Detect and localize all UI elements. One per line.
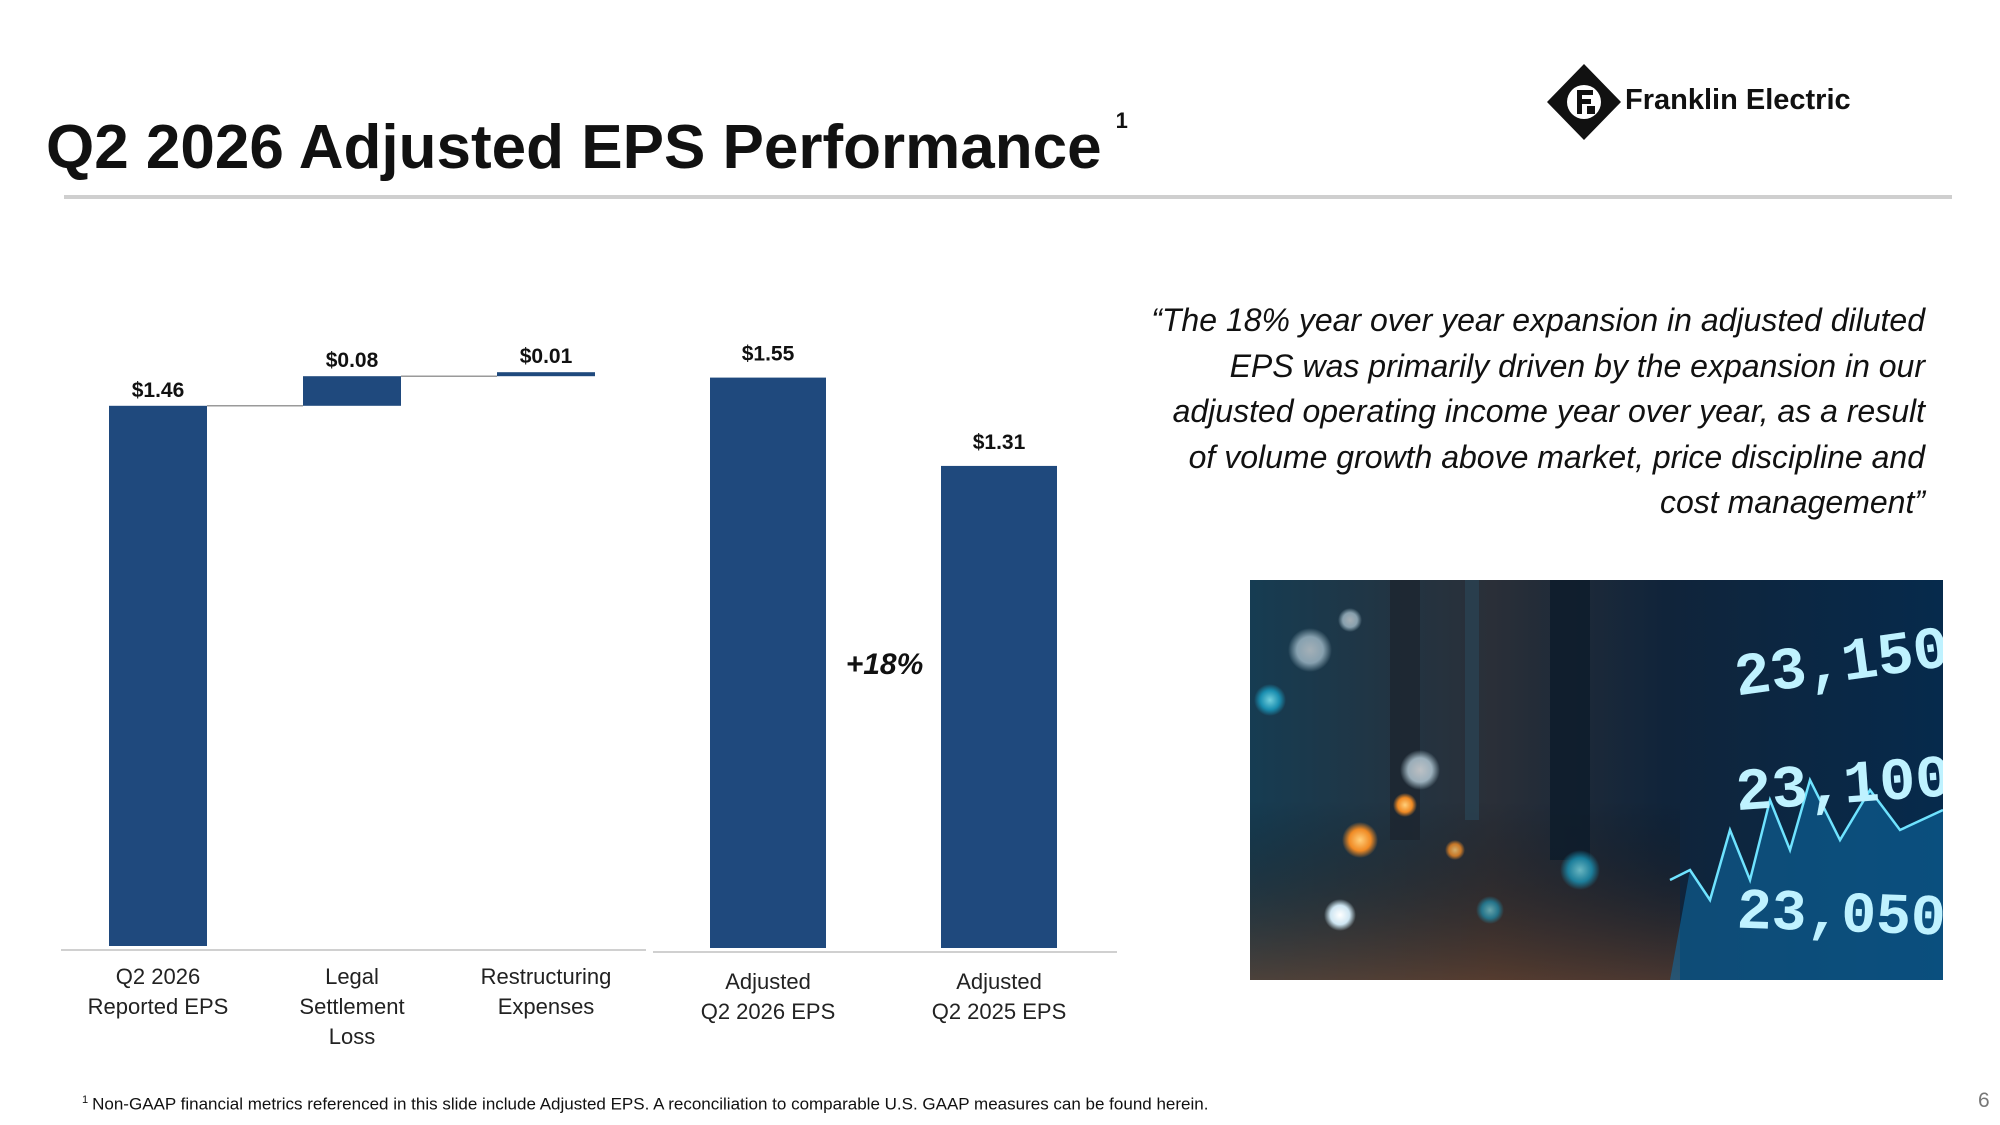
- title-footnote-marker: 1: [1115, 108, 1128, 133]
- brand-mark-icon: [1547, 64, 1621, 140]
- comparison-category-label-1-line-2: Q2 2026 EPS: [701, 999, 836, 1024]
- ticker-number-3: 23,050: [1736, 880, 1943, 952]
- category-label-1-line-2: Reported EPS: [88, 994, 229, 1019]
- category-label-3-line-1: Restructuring: [481, 964, 612, 989]
- category-label-2-line-1: Legal: [325, 964, 379, 989]
- footnote-text: Non-GAAP financial metrics referenced in…: [92, 1094, 1209, 1114]
- bar-2: [303, 376, 401, 406]
- growth-annotation: +18%: [846, 648, 924, 681]
- bar-1: [109, 405, 207, 946]
- comparison-value-label-1: $1.55: [742, 343, 795, 366]
- ceo-quote: “The 18% year over year expansion in adj…: [1151, 302, 1925, 520]
- bar-value-label-2: $0.08: [326, 349, 379, 372]
- footnote: 1 Non-GAAP financial metrics referenced i…: [82, 1094, 1208, 1115]
- ticker-number-2: 23,100: [1734, 746, 1943, 829]
- comparison-category-label-2-line-2: Q2 2025 EPS: [932, 999, 1067, 1024]
- stock-market-photo: 23,150 23,100 23,050: [1250, 580, 1943, 980]
- category-label-3-line-2: Expenses: [498, 994, 595, 1019]
- page-title: Q2 2026 Adjusted EPS Performance 1: [46, 108, 1128, 183]
- title-rule: [64, 195, 1952, 199]
- comparison-bar-1: [710, 377, 826, 949]
- category-label-1-line-1: Q2 2026: [116, 964, 200, 989]
- footnote-marker: 1: [82, 1094, 89, 1106]
- comparison-value-label-2: $1.31: [973, 431, 1026, 454]
- page-number: 6: [1978, 1089, 1990, 1112]
- category-label-2-line-3: Loss: [329, 1024, 375, 1049]
- category-label-2-line-2: Settlement: [299, 994, 404, 1019]
- comparison-bar-2: [941, 465, 1057, 948]
- comparison-category-label-2-line-1: Adjusted: [956, 969, 1042, 994]
- comparison-category-label-1-line-1: Adjusted: [725, 969, 811, 994]
- franklin-electric-logo: [1547, 64, 1621, 140]
- bar-value-label-1: $1.46: [132, 379, 185, 402]
- bar-value-label-3: $0.01: [520, 345, 573, 368]
- bar-3: [497, 372, 595, 377]
- brand-name: Franklin Electric: [1625, 84, 1851, 116]
- eps-chart: $1.46 Q2 2026 Reported EPS $0.08 Legal Settle…: [61, 343, 1117, 1049]
- title-text: Q2 2026 Adjusted EPS Performance: [46, 113, 1102, 182]
